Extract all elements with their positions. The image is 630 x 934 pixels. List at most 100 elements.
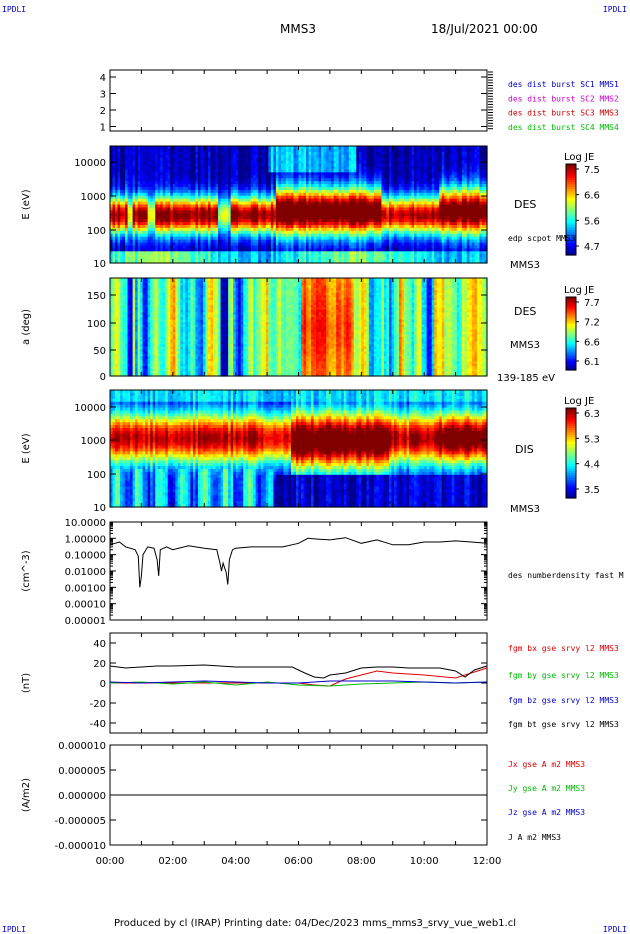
heatmap-cell [115,219,119,223]
heatmap-cell [122,192,126,197]
heatmap-cell [125,160,129,165]
heatmap-cell [110,189,114,194]
heatmap-cell [122,148,126,153]
heatmap-cell [220,239,224,244]
heatmap-cell [223,178,227,182]
heatmap-cell [228,166,232,170]
heatmap-cell [130,236,134,241]
heatmap-cell [218,157,222,162]
heatmap-cell [215,230,219,235]
heatmap-cell [208,254,212,258]
heatmap-cell [127,189,131,194]
heatmap-cell [225,245,229,249]
heatmap-cell [135,195,139,200]
heatmap-cell [140,257,144,261]
heatmap-cell [192,148,197,153]
heatmap-cell [110,172,114,176]
heatmap-cell [167,186,171,191]
heatmap-cell [210,257,214,261]
heatmap-cell [228,251,232,255]
heatmap-cell [122,248,126,252]
heatmap-cell [142,248,146,252]
heatmap-cell [165,195,169,200]
heatmap-cell [233,148,237,153]
heatmap-cell [182,195,186,200]
heatmap-cell [197,157,202,162]
heatmap-cell [233,160,237,165]
heatmap-cell [195,181,199,185]
heatmap-cell [223,222,227,226]
heatmap-cell [195,216,199,220]
heatmap-cell [187,257,192,261]
heatmap-cell [197,254,202,258]
heatmap-cell [230,198,234,203]
heatmap-cell [142,175,146,179]
heatmap-cell [187,160,192,165]
heatmap-cell [228,172,232,176]
heatmap-cell [225,224,229,229]
heatmap-cell [240,233,244,238]
heatmap-cell [117,189,121,194]
heatmap-cell [200,166,204,170]
heatmap-cell [187,175,192,179]
heatmap-cell [167,224,171,229]
heatmap-cell [110,186,114,191]
heatmap-cell [225,181,229,185]
heatmap-cell [233,204,237,209]
heatmap-cell [197,181,202,185]
heatmap-cell [187,198,192,203]
heatmap-cell [233,181,237,185]
heatmap-cell [160,169,164,173]
heatmap-cell [182,201,186,206]
heatmap-cell [240,224,244,229]
heatmap-cell [185,160,189,165]
heatmap-cell [147,213,151,217]
heatmap-cell [175,151,179,156]
heatmap-cell [137,213,141,217]
heatmap-cell [225,216,229,220]
heatmap-cell [150,148,154,153]
heatmap-cell [195,245,199,249]
heatmap-cell [117,198,121,203]
heatmap-cell [187,154,192,159]
heatmap-cell [213,198,217,203]
heatmap-cell [182,222,186,226]
heatmap-cell [215,151,219,156]
heatmap-cell [162,195,166,200]
heatmap-cell [187,186,192,191]
heatmap-cell [112,213,116,217]
heatmap-cell [197,163,202,168]
heatmap-cell [152,257,156,261]
heatmap-cell [240,148,244,153]
heatmap-cell [112,233,116,238]
heatmap-cell [185,245,189,249]
heatmap-cell [172,198,176,203]
heatmap-cell [213,169,217,173]
heatmap-cell [185,175,189,179]
heatmap-cell [115,257,119,261]
heatmap-cell [223,224,227,229]
heatmap-cell [223,148,227,153]
heatmap-cell [195,227,199,232]
heatmap-cell [238,207,242,211]
heatmap-cell [238,151,242,156]
heatmap-cell [122,151,126,156]
heatmap-cell [150,169,154,173]
heatmap-cell [122,169,126,173]
heatmap-cell [137,224,141,229]
heatmap-cell [225,213,229,217]
heatmap-cell [110,210,114,214]
heatmap-cell [182,189,186,194]
heatmap-cell [170,172,174,176]
heatmap-cell [177,186,181,191]
heatmap-cell [208,219,212,223]
heatmap-cell [197,184,202,188]
heatmap-cell [215,172,219,176]
heatmap-cell [115,248,119,252]
heatmap-cell [223,251,227,255]
heatmap-cell [170,169,174,173]
heatmap-cell [147,166,151,170]
heatmap-cell [165,227,169,232]
heatmap-cell [187,189,192,194]
heatmap-cell [127,184,131,188]
